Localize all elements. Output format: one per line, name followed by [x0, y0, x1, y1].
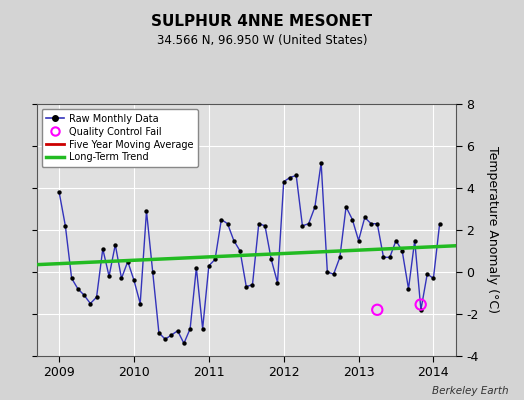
Point	[274, 279, 282, 286]
Point	[348, 216, 356, 223]
Point	[298, 222, 307, 229]
Point	[386, 254, 394, 260]
Text: 34.566 N, 96.950 W (United States): 34.566 N, 96.950 W (United States)	[157, 34, 367, 47]
Point	[80, 292, 88, 298]
Point	[410, 237, 419, 244]
Point	[248, 282, 257, 288]
Point	[330, 271, 338, 277]
Point	[99, 246, 107, 252]
Point	[180, 340, 188, 346]
Point	[392, 237, 400, 244]
Point	[398, 248, 407, 254]
Legend: Raw Monthly Data, Quality Control Fail, Five Year Moving Average, Long-Term Tren: Raw Monthly Data, Quality Control Fail, …	[41, 109, 198, 167]
Point	[261, 222, 269, 229]
Text: SULPHUR 4NNE MESONET: SULPHUR 4NNE MESONET	[151, 14, 373, 29]
Point	[255, 220, 263, 227]
Point	[68, 275, 76, 282]
Point	[230, 237, 238, 244]
Point	[379, 254, 388, 260]
Point	[267, 256, 276, 263]
Point	[323, 269, 332, 275]
Point	[211, 256, 219, 263]
Point	[279, 178, 288, 185]
Point	[361, 214, 369, 221]
Point	[292, 172, 300, 178]
Y-axis label: Temperature Anomaly (°C): Temperature Anomaly (°C)	[486, 146, 499, 314]
Point	[286, 174, 294, 181]
Point	[186, 326, 194, 332]
Point	[124, 258, 132, 265]
Point	[373, 306, 381, 313]
Point	[136, 300, 145, 307]
Point	[367, 220, 375, 227]
Point	[373, 220, 381, 227]
Point	[354, 237, 363, 244]
Point	[423, 271, 431, 277]
Point	[161, 336, 169, 342]
Point	[155, 330, 163, 336]
Point	[92, 294, 101, 300]
Point	[223, 220, 232, 227]
Point	[217, 216, 225, 223]
Point	[417, 301, 425, 308]
Point	[429, 275, 438, 282]
Point	[105, 273, 113, 279]
Point	[86, 300, 94, 307]
Point	[130, 277, 138, 284]
Point	[61, 222, 70, 229]
Point	[111, 242, 119, 248]
Point	[167, 332, 176, 338]
Point	[117, 275, 126, 282]
Point	[74, 286, 82, 292]
Point	[435, 220, 444, 227]
Point	[199, 326, 207, 332]
Point	[417, 306, 425, 313]
Point	[342, 204, 350, 210]
Point	[173, 328, 182, 334]
Point	[336, 254, 344, 260]
Point	[192, 265, 201, 271]
Text: Berkeley Earth: Berkeley Earth	[432, 386, 508, 396]
Point	[304, 220, 313, 227]
Point	[148, 269, 157, 275]
Point	[317, 160, 325, 166]
Point	[143, 208, 151, 214]
Point	[236, 248, 244, 254]
Point	[311, 204, 319, 210]
Point	[405, 286, 413, 292]
Point	[55, 189, 63, 195]
Point	[242, 284, 250, 290]
Point	[205, 262, 213, 269]
